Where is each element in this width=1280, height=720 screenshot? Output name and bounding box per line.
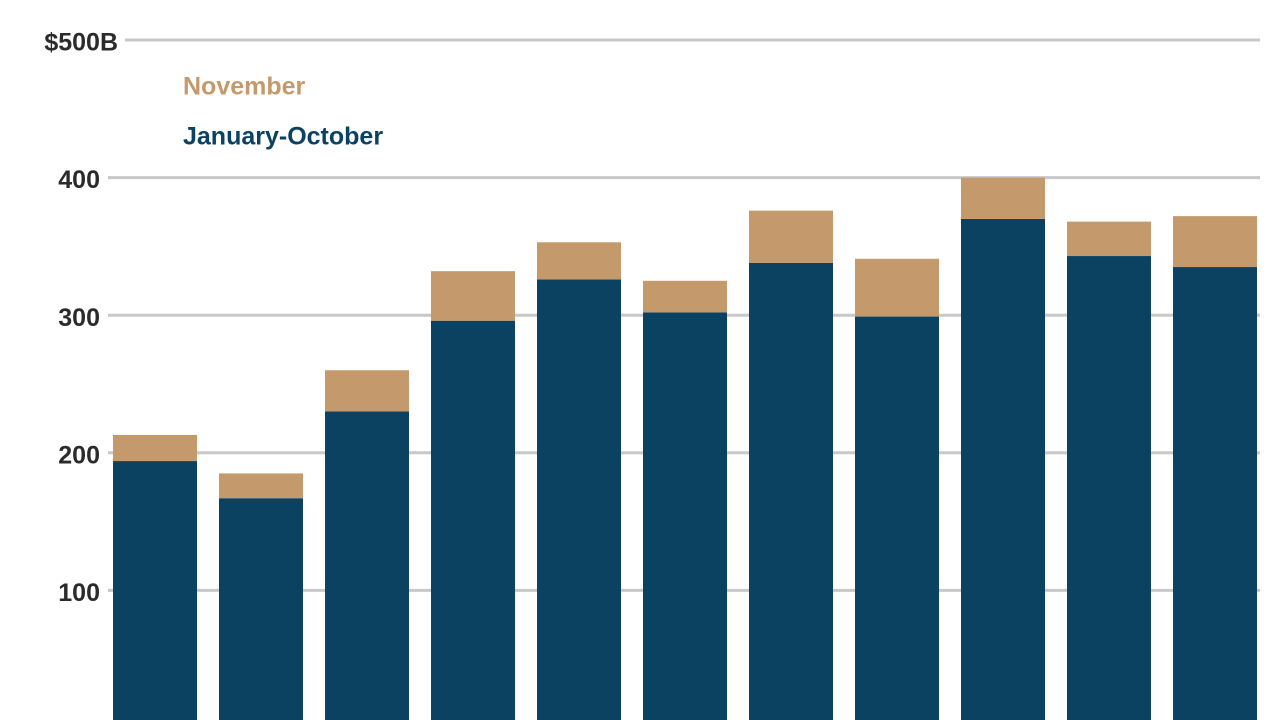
bar-segment bbox=[1173, 267, 1257, 720]
y-tick-label: 100 bbox=[58, 579, 100, 607]
bar-segment bbox=[537, 242, 621, 280]
legend-entry: November bbox=[183, 73, 306, 101]
bar-segment bbox=[961, 177, 1045, 219]
y-tick-label: 200 bbox=[58, 441, 100, 469]
bar-segment bbox=[1067, 256, 1151, 720]
bar-segment bbox=[325, 370, 409, 412]
bar-segment bbox=[537, 279, 621, 720]
bar-segment bbox=[113, 434, 197, 462]
bar-segment bbox=[325, 411, 409, 720]
legend-entry: January-October bbox=[183, 123, 383, 151]
bar-segment bbox=[431, 320, 515, 720]
bar-segment bbox=[431, 271, 515, 321]
y-tick-label: 400 bbox=[58, 166, 100, 194]
bar-segment bbox=[749, 262, 833, 720]
bar-segment bbox=[855, 258, 939, 317]
y-tick-label: 0 bbox=[86, 717, 100, 720]
bar-segment bbox=[219, 473, 303, 499]
bar-segment bbox=[1173, 216, 1257, 268]
bar-segment bbox=[1067, 221, 1151, 257]
y-tick-label: $500B bbox=[44, 29, 118, 57]
bar-segment bbox=[643, 312, 727, 720]
bar-segment bbox=[113, 461, 197, 720]
bar-segment bbox=[643, 280, 727, 313]
bar-segment bbox=[961, 218, 1045, 720]
bar-segment bbox=[749, 210, 833, 263]
y-tick-label: 300 bbox=[58, 304, 100, 332]
bar-segment bbox=[219, 498, 303, 720]
bar-segment bbox=[855, 316, 939, 720]
